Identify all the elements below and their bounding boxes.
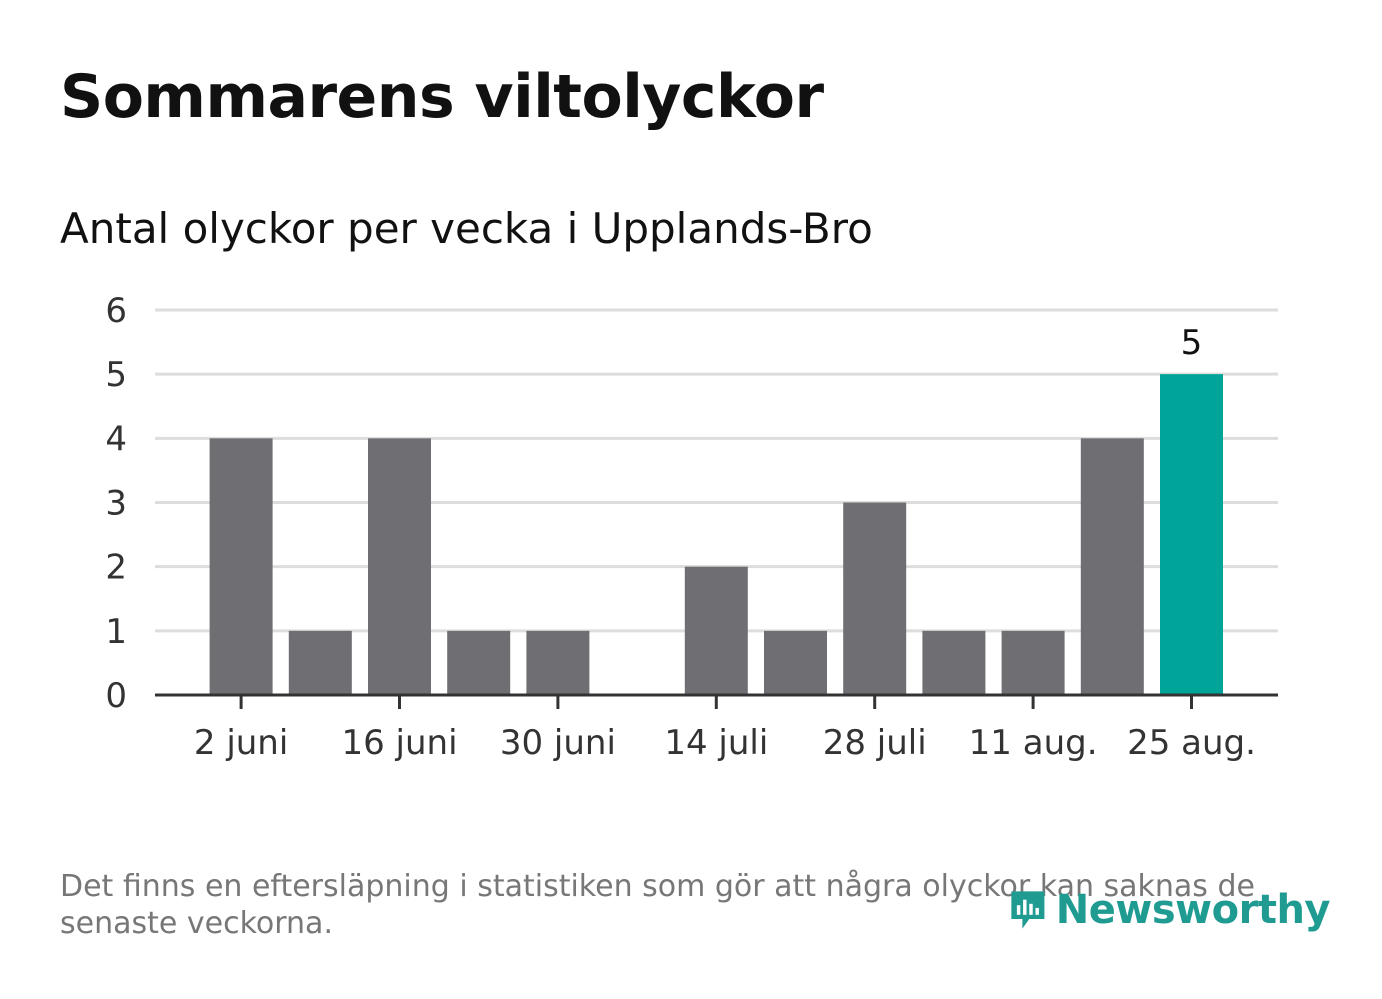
bar bbox=[447, 630, 511, 695]
bar bbox=[526, 630, 590, 695]
bar bbox=[1080, 438, 1144, 695]
bar bbox=[288, 630, 352, 695]
newsworthy-logo-icon bbox=[1011, 891, 1045, 929]
x-tick-label: 16 juni bbox=[341, 723, 457, 763]
chart-subtitle: Antal olyckor per vecka i Upplands-Bro bbox=[60, 204, 873, 253]
bar bbox=[684, 566, 748, 695]
x-tick-label: 14 juli bbox=[664, 723, 768, 763]
x-tick-label: 28 juli bbox=[823, 723, 927, 763]
y-tick-label: 6 bbox=[105, 291, 127, 331]
newsworthy-logo: Newsworthy bbox=[1010, 878, 1331, 942]
x-tick-label: 2 juni bbox=[194, 723, 288, 763]
bars bbox=[209, 374, 1223, 695]
y-tick-label: 5 bbox=[105, 355, 127, 395]
x-tick-label: 30 juni bbox=[500, 723, 616, 763]
x-tick-label: 11 aug. bbox=[969, 723, 1098, 763]
logo-text: Newsworthy bbox=[1055, 887, 1331, 933]
bar-chart: 0 1 2 3 4 5 6 5 2 juni 16 juni 30 juni 14 juli 28 … bbox=[105, 291, 1278, 763]
y-tick-label: 3 bbox=[105, 484, 127, 524]
y-axis-labels: 0 1 2 3 4 5 6 bbox=[105, 291, 127, 716]
x-tick-label: 25 aug. bbox=[1127, 723, 1256, 763]
bar-highlight bbox=[1160, 374, 1223, 695]
chart-title: Sommarens viltolyckor bbox=[60, 62, 824, 132]
x-axis: 2 juni 16 juni 30 juni 14 juli 28 juli 11 aug… bbox=[155, 693, 1278, 763]
bar bbox=[843, 502, 907, 695]
bar bbox=[368, 438, 431, 695]
bar-value-label: 5 bbox=[1181, 323, 1203, 363]
footnote: Det finns en eftersläpning i statistiken… bbox=[60, 869, 1255, 941]
y-tick-label: 0 bbox=[105, 676, 127, 716]
bar bbox=[1001, 630, 1065, 695]
y-tick-label: 4 bbox=[105, 419, 127, 459]
y-tick-label: 1 bbox=[105, 612, 127, 652]
bar-value-labels: 5 bbox=[1181, 323, 1203, 363]
bar bbox=[922, 630, 986, 695]
bar bbox=[764, 630, 827, 695]
y-tick-label: 2 bbox=[105, 548, 127, 588]
bar bbox=[209, 438, 273, 695]
